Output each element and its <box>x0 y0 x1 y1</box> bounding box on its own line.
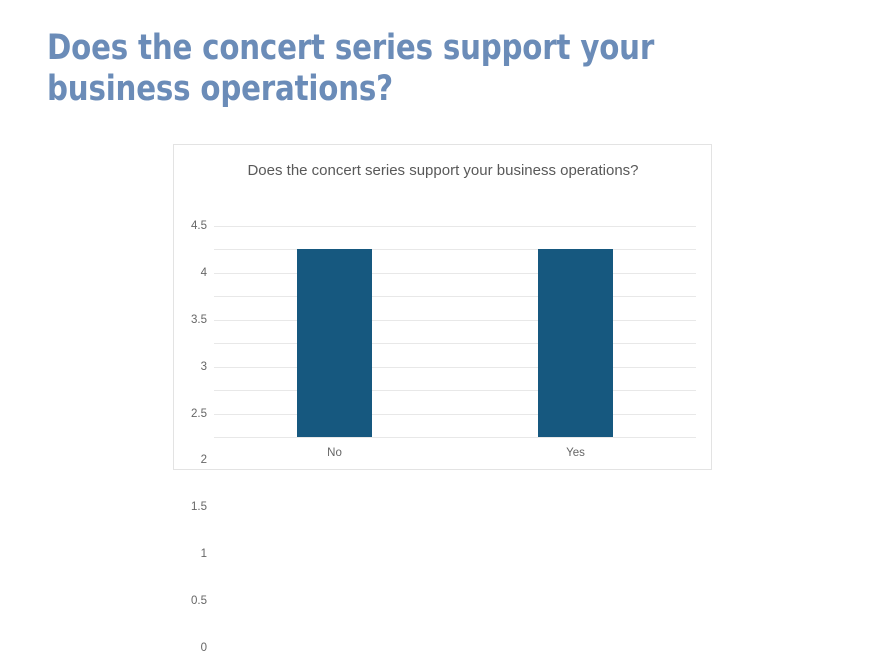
gridline: 4 <box>201 249 696 279</box>
gridline: 3 <box>201 296 696 373</box>
y-axis-tick-label: 4 <box>200 266 207 279</box>
x-axis-tick-label: No <box>327 447 342 459</box>
x-axis-tick-label: Yes <box>566 447 585 459</box>
chart-container: Does the concert series support your bus… <box>173 144 712 654</box>
y-axis-tick-label: 0.5 <box>191 595 207 608</box>
chart-bar <box>297 249 372 437</box>
y-axis-tick-label: 2 <box>200 454 207 467</box>
gridline: 1.5 <box>191 366 696 513</box>
chart-title: Does the concert series support your bus… <box>247 162 639 179</box>
y-axis-tick-label: 4.5 <box>191 220 207 232</box>
gridline: 3.5 <box>191 272 696 326</box>
gridline: 1 <box>201 390 696 560</box>
chart-plot-area: 4.5 4 3.5 3 2.5 2 1.5 1 0.5 0 No Yes <box>191 220 696 654</box>
y-axis-tick-label: 3.5 <box>191 313 207 326</box>
gridline: 0 <box>201 437 696 654</box>
gridline: 2.5 <box>191 319 696 420</box>
page-title: Does the concert series support your bus… <box>47 28 665 109</box>
y-axis-tick-label: 2.5 <box>191 407 207 420</box>
y-axis-tick-label: 1.5 <box>191 501 207 514</box>
y-axis-tick-label: 1 <box>200 548 207 561</box>
gridline: 2 <box>201 343 696 466</box>
y-axis-tick-label: 3 <box>200 360 207 373</box>
chart-bar <box>538 249 613 437</box>
y-axis-tick-label: 0 <box>200 642 207 654</box>
gridline: 4.5 <box>191 220 696 232</box>
gridline: 0.5 <box>191 413 696 607</box>
